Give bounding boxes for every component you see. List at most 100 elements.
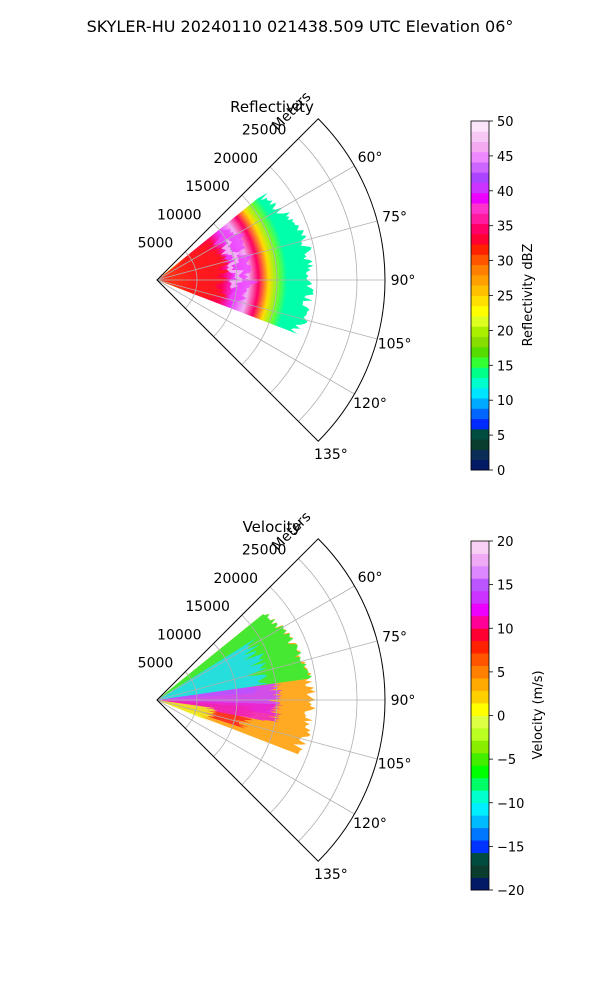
- figure-suptitle: SKYLER-HU 20240110 021438.509 UTC Elevat…: [87, 17, 514, 36]
- azimuth-tick-label: 75°: [382, 629, 407, 645]
- colorbar-swatch: [471, 665, 489, 679]
- colorbar-swatch: [471, 777, 489, 791]
- azimuth-tick-label: 60°: [358, 150, 383, 166]
- colorbar-swatch: [471, 653, 489, 667]
- colorbar-swatch: [471, 578, 489, 592]
- colorbar-swatch: [471, 852, 489, 866]
- colorbar-swatch: [471, 715, 489, 729]
- azimuth-tick-label: 120°: [353, 396, 387, 412]
- reflectivity-panel: Reflectivity 5000 10000 15000 20000 25000 60°…: [138, 89, 536, 479]
- azimuth-tick-label: 105°: [378, 757, 412, 773]
- colorbar-swatch: [471, 192, 489, 204]
- colorbar-swatch: [471, 398, 489, 409]
- colorbar-tick-label: 20: [497, 535, 514, 550]
- colorbar-swatch: [471, 541, 489, 554]
- colorbar-tick-label: 15: [497, 579, 514, 594]
- colorbar-swatch: [471, 121, 489, 132]
- colorbar-tick-label: 50: [497, 115, 514, 130]
- colorbar-swatch: [471, 377, 489, 389]
- reflectivity-colorbar-label: Reflectivity dBZ: [521, 244, 536, 347]
- colorbar-tick-label: −15: [497, 840, 524, 855]
- reflectivity-title: Reflectivity: [230, 98, 314, 116]
- colorbar-swatch: [471, 274, 489, 286]
- velocity-tick-labels: 5000 10000 15000 20000 25000 60° 75° 90° 105° 120…: [138, 543, 416, 883]
- azimuth-grid-line: [156, 279, 355, 395]
- radial-tick-label: 10000: [157, 627, 202, 643]
- colorbar-swatch: [471, 678, 489, 691]
- colorbar-swatch: [471, 387, 489, 399]
- radial-tick-label: 15000: [185, 599, 230, 615]
- colorbar-tick-label: 10: [497, 394, 514, 409]
- azimuth-grid-line: [156, 165, 355, 281]
- colorbar-swatch: [471, 590, 489, 604]
- azimuth-tick-label: 135°: [314, 867, 348, 883]
- colorbar-swatch: [471, 615, 489, 629]
- colorbar-tick-label: 35: [497, 220, 514, 235]
- colorbar-swatch: [471, 131, 489, 142]
- colorbar-swatch: [471, 815, 489, 829]
- colorbar-swatch: [471, 357, 489, 368]
- colorbar-swatch: [471, 213, 489, 225]
- radial-tick-label: 20000: [214, 571, 259, 587]
- radial-tick-label: 25000: [242, 543, 287, 559]
- colorbar-tick-label: 20: [497, 324, 514, 339]
- colorbar-swatch: [471, 151, 489, 163]
- velocity-colorbar-label: Velocity (m/s): [531, 670, 546, 759]
- colorbar-tick-label: −20: [497, 884, 524, 899]
- azimuth-tick-label: 135°: [314, 447, 348, 463]
- colorbar-swatch: [471, 295, 489, 307]
- colorbar-swatch: [471, 336, 489, 348]
- colorbar-swatch: [471, 285, 489, 296]
- colorbar-tick-label: −5: [497, 753, 516, 768]
- azimuth-grid-line: [156, 699, 355, 815]
- colorbar-swatch: [471, 254, 489, 266]
- colorbar-swatch: [471, 223, 489, 235]
- sector-outline: [156, 118, 386, 442]
- colorbar-swatch: [471, 428, 489, 440]
- colorbar-swatch: [471, 449, 489, 461]
- colorbar-swatch: [471, 827, 489, 841]
- colorbar-tick-label: 5: [497, 666, 505, 681]
- azimuth-tick-label: 90°: [391, 693, 416, 709]
- colorbar-tick-label: −10: [497, 797, 524, 812]
- reflectivity-grid: [156, 118, 386, 442]
- reflectivity-tick-labels: 5000 10000 15000 20000 25000 60° 75° 90° 105° 120…: [138, 123, 416, 463]
- colorbar-swatch: [471, 162, 489, 173]
- radial-tick-label: 15000: [185, 179, 230, 195]
- colorbar-swatch: [471, 172, 489, 183]
- colorbar-swatch: [471, 690, 489, 704]
- reflectivity-band: [212, 229, 260, 305]
- colorbar-swatch: [471, 408, 489, 420]
- azimuth-tick-label: 120°: [353, 816, 387, 832]
- velocity-edge-yellow: [157, 700, 219, 722]
- colorbar-tick-label: 0: [497, 464, 505, 479]
- colorbar-swatch: [471, 305, 489, 317]
- colorbar-tick-label: 0: [497, 710, 505, 725]
- colorbar-swatch: [471, 233, 489, 245]
- radial-tick-label: 25000: [242, 123, 287, 139]
- velocity-title: Velocity: [243, 518, 302, 536]
- colorbar-swatch: [471, 418, 489, 430]
- radial-tick-label: 20000: [214, 151, 259, 167]
- colorbar-swatch: [471, 182, 489, 194]
- colorbar-swatch: [471, 367, 489, 379]
- colorbar-swatch: [471, 865, 489, 878]
- azimuth-grid-line: [156, 279, 378, 340]
- azimuth-tick-label: 105°: [378, 337, 412, 353]
- colorbar-tick-label: 15: [497, 359, 514, 374]
- colorbar-swatch: [471, 565, 489, 579]
- colorbar-swatch: [471, 752, 489, 766]
- azimuth-grid-line: [156, 220, 378, 281]
- colorbar-tick-label: 40: [497, 185, 514, 200]
- azimuth-grid-line: [156, 699, 378, 760]
- colorbar-swatch: [471, 727, 489, 741]
- radial-tick-label: 5000: [138, 236, 174, 252]
- reflectivity-core: [157, 239, 232, 302]
- colorbar-swatch: [471, 203, 489, 214]
- colorbar-swatch: [471, 553, 489, 567]
- colorbar-tick-label: 30: [497, 255, 514, 270]
- colorbar-swatch: [471, 877, 489, 891]
- colorbar-swatch: [471, 740, 489, 754]
- colorbar-swatch: [471, 802, 489, 816]
